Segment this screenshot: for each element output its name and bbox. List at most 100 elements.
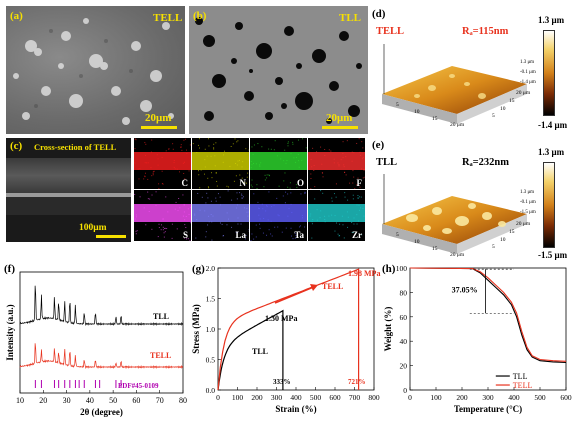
panel-label-c: (c) [10,140,23,152]
eds-speck [137,168,139,170]
eds-speck [285,162,287,164]
eds-speck [236,192,238,194]
eds-speck [208,138,210,140]
eds-speck [274,226,276,228]
stress-strain-chart: (g) 0 100 200 300 400 500 600 700 800 0.0 0.5 1.0 1.5… [191,263,380,414]
eds-speck [299,226,301,228]
eds-speck [257,143,259,145]
eds-speck [273,149,275,151]
eds-speck [251,164,253,166]
eds-speck [362,177,364,179]
eds-speck [362,208,364,210]
eds-speck [360,207,362,209]
eds-speck [247,215,249,217]
y-tick-label: 0.0 [206,386,216,395]
eds-speck [147,198,149,200]
eds-speck [204,159,206,161]
eds-speck [347,199,349,201]
eds-speck [340,159,342,161]
eds-speck [354,188,356,189]
eds-speck [236,164,238,166]
eds-speck [211,221,213,223]
eds-speck [324,215,326,217]
eds-speck [161,157,163,159]
eds-speck [160,224,162,226]
eds-speck [237,204,239,206]
eds-speck [182,194,184,196]
eds-speck [185,215,187,217]
eds-speck [311,221,313,223]
plot-frame [409,267,567,391]
eds-speck [321,172,323,174]
afm-ra-e: Rₐ=232nm [462,157,509,168]
eds-speck [356,142,358,144]
annotation-tell-name: TELL [322,282,343,291]
y-axis-label: Weight (%) [383,307,393,352]
eds-speck [353,223,355,225]
eds-band [134,204,191,222]
eds-speck [168,148,170,150]
eds-speck [346,211,348,213]
eds-speck [151,228,153,230]
eds-speck [196,151,198,153]
eds-speck [183,211,185,213]
x-tick-label: 200 [251,393,263,402]
afm-axis-tick-r-e-0: 20 μm [516,221,531,227]
eds-speck [134,162,136,164]
afm-axis-tick-r-e-3: 5 [492,244,495,250]
eds-speck [215,197,217,199]
eds-speck [241,195,243,197]
eds-speck [297,153,299,155]
eds-speck [138,178,140,180]
eds-speck [342,141,344,143]
y-tick-label: 80 [400,288,408,297]
panel-label-a: (a) [10,10,23,22]
eds-speck [207,177,209,179]
scale-label-b: 20μm [326,112,353,124]
eds-speck [181,149,183,151]
eds-speck [177,210,179,212]
eds-speck [282,195,284,197]
afm-axis-tick-r-d-3: 5 [492,113,495,119]
afm-z-tick-top-e: 1.3 μm [520,190,535,195]
eds-speck [207,186,209,188]
afm-z-tick-bottom-e: -1.5 μm [520,210,536,215]
x-tick-label: 200 [456,393,468,402]
eds-band [308,152,365,170]
eds-band [192,204,249,222]
eds-speck [342,153,344,155]
eds-speck [207,197,209,199]
eds-speck [208,145,210,147]
eds-speck [147,178,149,180]
eds-speck [294,232,296,234]
eds-speck [205,231,207,233]
eds-speck [253,238,255,240]
eds-speck [259,227,261,229]
eds-speck [284,149,286,151]
eds-speck [333,193,335,195]
y-tick-label: 20 [400,362,408,371]
eds-speck [158,183,160,185]
eds-speck [333,162,335,164]
eds-speck [228,218,230,220]
eds-speck [212,215,214,217]
eds-speck [236,198,238,200]
eds-speck [301,217,303,219]
colorbar-top-e: 1.3 μm [538,147,565,157]
eds-speck [358,209,360,211]
afm-axis-tick-r-e-1: 15 [509,229,515,235]
x-tick-label: 10 [16,396,24,405]
eds-speck [219,196,221,198]
eds-speck [139,168,141,170]
eds-speck [183,237,185,239]
eds-speck [250,240,252,241]
eds-speck [268,191,270,193]
eds-speck [139,196,141,198]
x-tick-label: 300 [271,393,283,402]
eds-speck [135,233,137,235]
eds-speck [268,229,270,231]
eds-speck [258,214,260,216]
eds-speck [204,210,206,212]
eds-speck [134,193,136,195]
scale-bar-b [322,126,358,129]
